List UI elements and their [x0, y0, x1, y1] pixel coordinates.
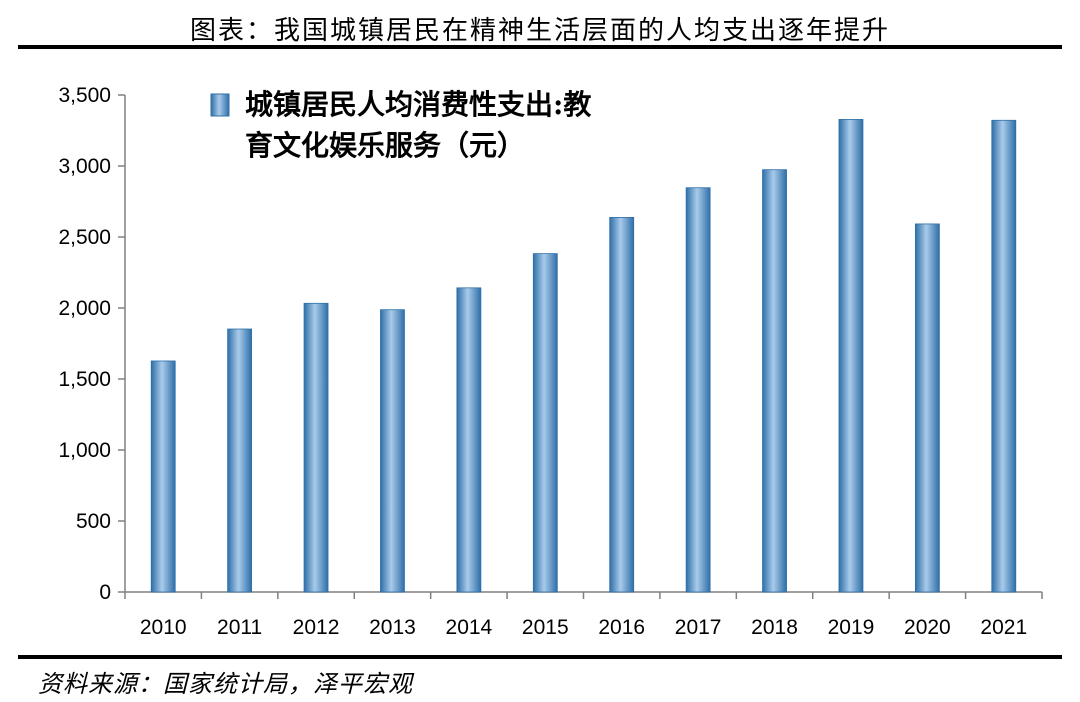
x-tick-label: 2020 [904, 616, 951, 639]
y-tick-label: 500 [76, 510, 111, 533]
bar-2017 [685, 187, 711, 593]
x-tick-label: 2016 [598, 616, 645, 639]
bar-2010 [150, 360, 176, 593]
y-tick-label: 1,000 [58, 439, 111, 462]
top-rule [18, 45, 1062, 49]
x-tick-label: 2021 [980, 616, 1027, 639]
bottom-rule [18, 655, 1062, 659]
legend: 城镇居民人均消费性支出:教 育文化娱乐服务（元） [210, 88, 591, 162]
x-tick-label: 2014 [446, 616, 493, 639]
bar-2011 [227, 328, 253, 593]
x-tick-label: 2010 [140, 616, 187, 639]
y-tick-label: 3,500 [58, 84, 111, 107]
x-tick-label: 2015 [522, 616, 569, 639]
y-tick-label: 1,500 [58, 368, 111, 391]
x-tick-label: 2017 [675, 616, 722, 639]
legend-swatch [210, 93, 230, 117]
bar-2013 [380, 309, 405, 593]
source-note: 资料来源：国家统计局，泽平宏观 [38, 670, 413, 698]
bar-2018 [762, 169, 787, 593]
bar-2019 [838, 119, 864, 593]
bar-2016 [609, 217, 635, 593]
bar-chart: 0 500 1,000 1,500 2,000 2,500 3,000 3,500 2010 20… [58, 84, 1043, 639]
bar-2020 [914, 223, 940, 593]
page-title: 图表：我国城镇居民在精神生活层面的人均支出逐年提升 [189, 16, 890, 46]
bar-2012 [303, 302, 329, 593]
legend-label-line-2: 育文化娱乐服务（元） [245, 129, 525, 162]
x-tick-label: 2013 [369, 616, 416, 639]
y-tick-label: 3,000 [58, 155, 111, 178]
x-tick-label: 2019 [828, 616, 875, 639]
bar-2021 [991, 119, 1017, 593]
y-tick-label: 2,500 [58, 226, 111, 249]
y-tick-label: 2,000 [58, 297, 111, 320]
x-tick-label: 2018 [751, 616, 798, 639]
bar-2014 [456, 287, 482, 593]
x-tick-label: 2012 [293, 616, 340, 639]
y-tick-label: 0 [99, 581, 111, 604]
x-tick-label: 2011 [217, 616, 262, 639]
bar-2015 [532, 253, 558, 593]
legend-label-line-1: 城镇居民人均消费性支出:教 [245, 88, 591, 121]
